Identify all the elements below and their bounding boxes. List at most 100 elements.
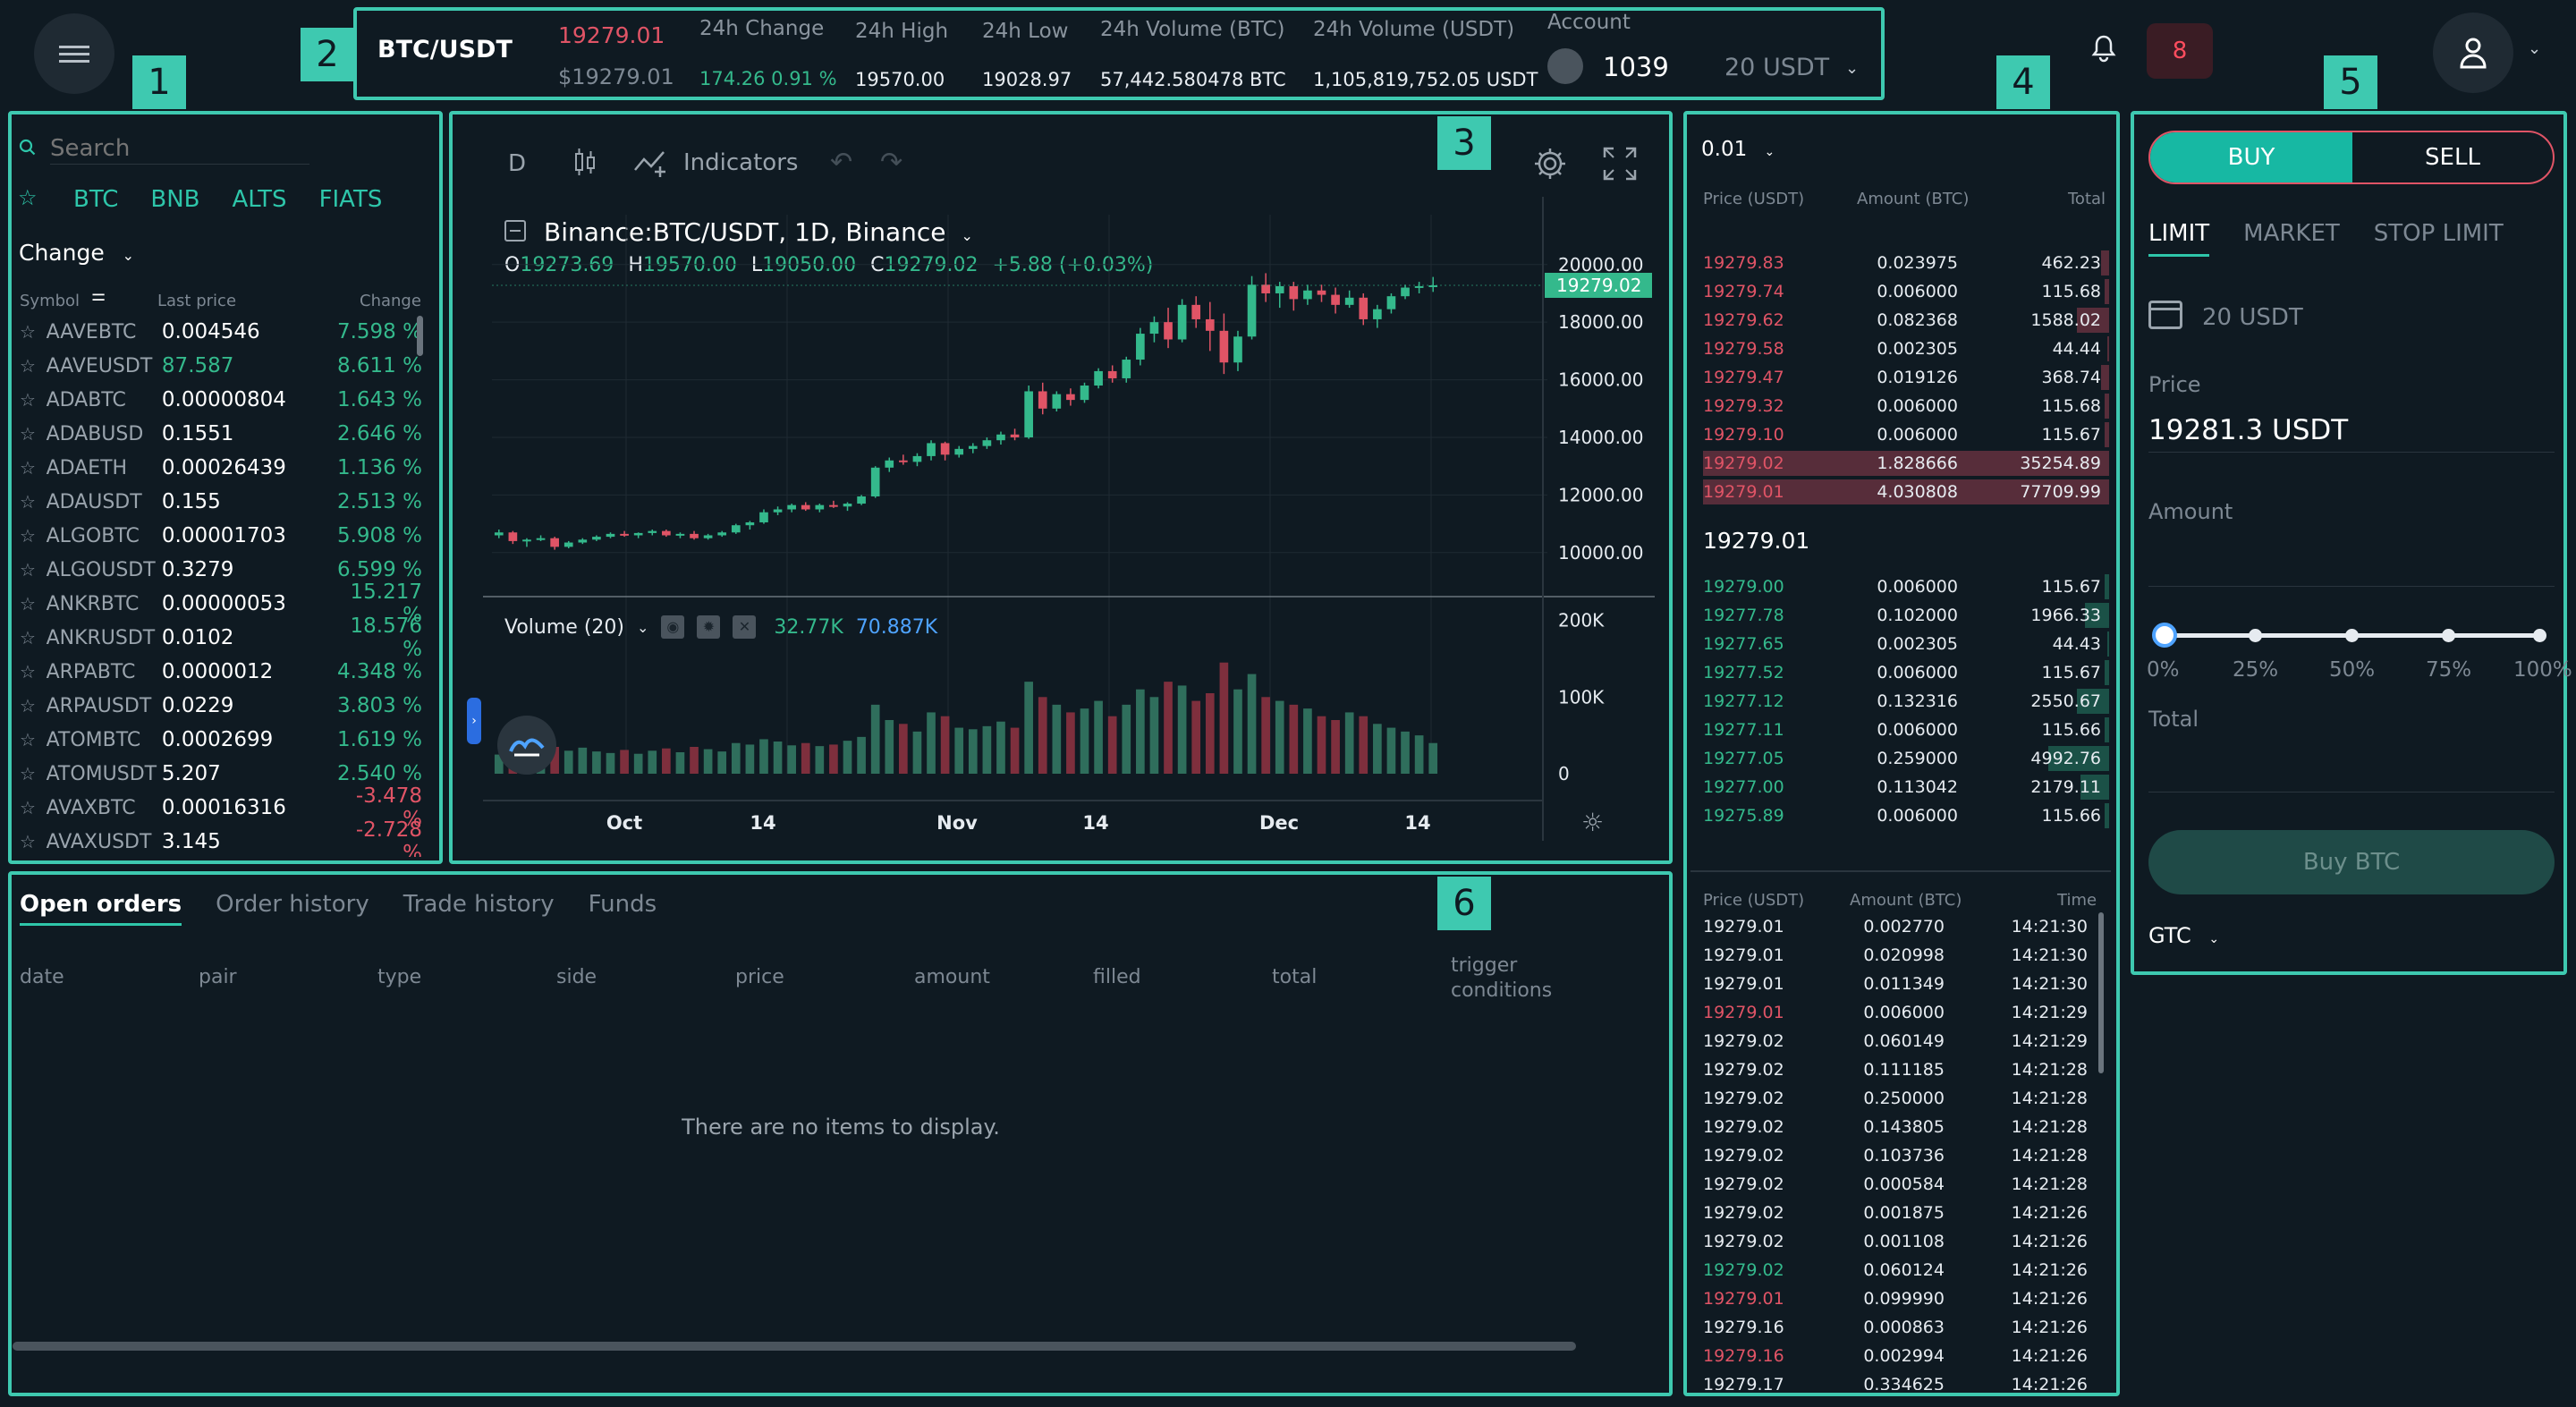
col-change[interactable]: Change: [360, 292, 421, 310]
bid-row[interactable]: 19279.00 0.006000 115.67: [1703, 572, 2109, 601]
sort-icon[interactable]: ⚌: [91, 286, 106, 305]
market-row[interactable]: ☆ ATOMUSDT 5.207 2.540 %: [20, 757, 422, 791]
time-in-force-dropdown[interactable]: GTC ⌄: [2148, 923, 2219, 948]
bid-row[interactable]: 19277.05 0.259000 4992.76: [1703, 744, 2109, 773]
star-icon[interactable]: ☆: [20, 321, 36, 343]
bid-row[interactable]: 19277.11 0.006000 115.66: [1703, 716, 2109, 744]
ask-row[interactable]: 19279.58 0.002305 44.44: [1703, 335, 2109, 363]
star-icon[interactable]: ☆: [20, 389, 36, 411]
tab-stop-limit[interactable]: STOP LIMIT: [2373, 220, 2504, 247]
account-balance[interactable]: 20 USDT: [1724, 54, 1830, 81]
undo-icon[interactable]: ↶: [830, 147, 853, 178]
market-row[interactable]: ☆ ADABUSD 0.1551 2.646 %: [20, 417, 422, 451]
orders-scrollbar[interactable]: [13, 1342, 1576, 1351]
ask-row[interactable]: 19279.32 0.006000 115.68: [1703, 392, 2109, 420]
ask-row[interactable]: 19279.10 0.006000 115.67: [1703, 420, 2109, 449]
tab-funds[interactable]: Funds: [588, 891, 657, 918]
star-icon[interactable]: ☆: [20, 763, 36, 784]
market-row[interactable]: ☆ ANKRUSDT 0.0102 18.576 %: [20, 615, 422, 661]
star-icon[interactable]: ☆: [20, 491, 36, 513]
tab-market[interactable]: MARKET: [2243, 220, 2340, 247]
market-row[interactable]: ☆ AVAXUSDT 3.145 -2.728 %: [20, 818, 422, 857]
chart-settings-gear-icon[interactable]: [1531, 145, 1569, 186]
slider-tick[interactable]: [2442, 629, 2455, 642]
market-row[interactable]: ☆ ADAETH 0.00026439 1.136 %: [20, 451, 422, 485]
bid-row[interactable]: 19277.52 0.006000 115.67: [1703, 658, 2109, 687]
ask-row[interactable]: 19279.62 0.082368 1588.02: [1703, 306, 2109, 335]
star-icon[interactable]: ☆: [20, 695, 36, 716]
notification-count-badge[interactable]: 8: [2147, 23, 2213, 79]
tradingview-logo-icon[interactable]: [497, 716, 556, 775]
star-icon[interactable]: ☆: [20, 423, 36, 445]
tab-btc[interactable]: BTC: [73, 186, 119, 213]
amount-slider[interactable]: [2152, 623, 2546, 648]
bid-row[interactable]: 19277.12 0.132316 2550.67: [1703, 687, 2109, 716]
interval-button[interactable]: D: [508, 150, 527, 177]
user-menu-chevron-icon[interactable]: ⌄: [2528, 39, 2542, 58]
bell-icon[interactable]: [2091, 34, 2116, 63]
market-row[interactable]: ☆ ARPAUSDT 0.0229 3.803 %: [20, 689, 422, 723]
ask-row[interactable]: 19279.02 1.828666 35254.89: [1703, 449, 2109, 478]
bid-row[interactable]: 19277.65 0.002305 44.43: [1703, 630, 2109, 658]
tab-order-history[interactable]: Order history: [216, 891, 369, 918]
market-scrollbar[interactable]: [417, 316, 423, 356]
market-row[interactable]: ☆ ADABTC 0.00000804 1.643 %: [20, 383, 422, 417]
star-icon[interactable]: ☆: [20, 525, 36, 547]
slider-tick[interactable]: [2345, 629, 2359, 642]
visibility-eye-icon[interactable]: ◉: [661, 615, 685, 639]
chart-side-toggle[interactable]: ›: [467, 698, 481, 744]
star-icon[interactable]: ☆: [20, 559, 36, 581]
slider-tick[interactable]: [2249, 629, 2262, 642]
star-icon[interactable]: ☆: [20, 457, 36, 479]
price-input[interactable]: [2148, 408, 2555, 453]
theme-sun-icon[interactable]: ☼: [1581, 808, 1605, 837]
indicators-button[interactable]: Indicators: [633, 147, 798, 179]
tab-open-orders[interactable]: Open orders: [20, 891, 182, 926]
ask-row[interactable]: 19279.83 0.023975 462.23: [1703, 249, 2109, 277]
col-last-price[interactable]: Last price: [157, 292, 237, 310]
redo-icon[interactable]: ↷: [880, 147, 903, 178]
slider-handle[interactable]: [2152, 623, 2177, 648]
sell-tab[interactable]: SELL: [2425, 144, 2480, 171]
buy-tab[interactable]: BUY: [2150, 132, 2352, 182]
fullscreen-icon[interactable]: [1603, 147, 1637, 184]
col-symbol[interactable]: Symbol: [20, 292, 80, 310]
star-icon[interactable]: ☆: [20, 593, 36, 615]
star-icon[interactable]: ☆: [20, 355, 36, 377]
ask-row[interactable]: 19279.47 0.019126 368.74: [1703, 363, 2109, 392]
market-search-input[interactable]: [50, 132, 309, 165]
star-icon[interactable]: ☆: [20, 627, 36, 648]
market-row[interactable]: ☆ ADAUSDT 0.155 2.513 %: [20, 485, 422, 519]
total-input[interactable]: [2148, 742, 2555, 792]
bid-row[interactable]: 19277.78 0.102000 1966.33: [1703, 601, 2109, 630]
trades-scrollbar[interactable]: [2098, 912, 2104, 1073]
volume-settings-gear-icon[interactable]: ✹: [697, 615, 721, 639]
star-icon[interactable]: ☆: [20, 797, 36, 818]
precision-dropdown[interactable]: 0.01 ⌄: [1701, 138, 1775, 161]
chevron-down-icon[interactable]: ⌄: [1845, 59, 1860, 78]
slider-tick[interactable]: [2533, 629, 2546, 642]
tab-limit[interactable]: LIMIT: [2148, 220, 2210, 257]
market-row[interactable]: ☆ AAVEUSDT 87.587 8.611 %: [20, 349, 422, 383]
user-menu-button[interactable]: [2433, 13, 2513, 93]
market-row[interactable]: ☆ ARPABTC 0.0000012 4.348 %: [20, 655, 422, 689]
star-icon[interactable]: ☆: [20, 661, 36, 682]
amount-input[interactable]: [2148, 537, 2555, 587]
pair-title[interactable]: BTC/USDT: [377, 36, 513, 64]
market-row[interactable]: ☆ ALGOBTC 0.00001703 5.908 %: [20, 519, 422, 553]
bid-row[interactable]: 19277.00 0.113042 2179.11: [1703, 773, 2109, 801]
ask-row[interactable]: 19279.01 4.030808 77709.99: [1703, 478, 2109, 506]
tab-alts[interactable]: ALTS: [232, 186, 287, 213]
market-row[interactable]: ☆ ATOMBTC 0.0002699 1.619 %: [20, 723, 422, 757]
buy-btc-button[interactable]: Buy BTC: [2148, 830, 2555, 894]
menu-button[interactable]: [34, 13, 114, 94]
remove-close-icon[interactable]: ✕: [733, 615, 757, 639]
favorites-star-icon[interactable]: ☆: [18, 185, 38, 210]
ask-row[interactable]: 19279.74 0.006000 115.68: [1703, 277, 2109, 306]
sort-dropdown[interactable]: Change ⌄: [19, 240, 134, 266]
star-icon[interactable]: ☆: [20, 831, 36, 852]
volume-label[interactable]: Volume (20): [504, 615, 624, 639]
market-row[interactable]: ☆ AVAXBTC 0.00016316 -3.478 %: [20, 784, 422, 831]
price-chart[interactable]: 19279.0220000.0018000.0016000.0014000.00…: [483, 197, 1655, 859]
collapse-legend-icon[interactable]: [504, 220, 526, 242]
